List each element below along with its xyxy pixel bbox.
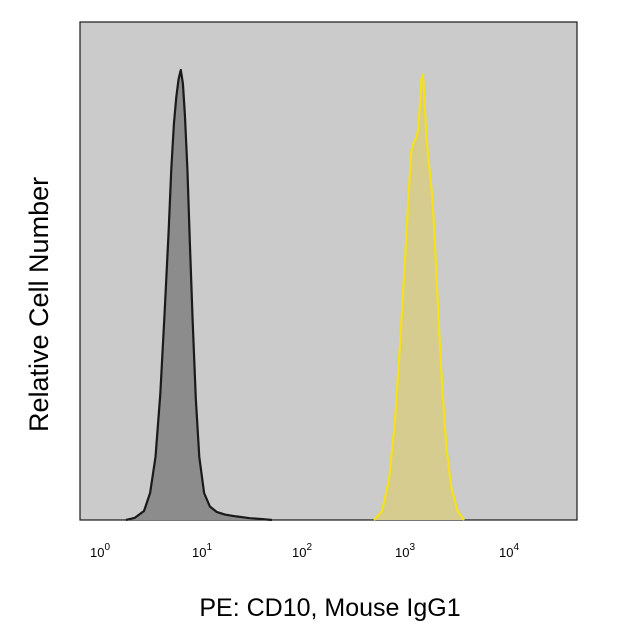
x-axis-label: PE: CD10, Mouse IgG1 — [199, 594, 461, 622]
x-tick-label: 103 — [395, 542, 415, 560]
x-tick-label: 102 — [292, 542, 312, 560]
x-tick-label: 104 — [499, 542, 519, 560]
histogram-line-1 — [373, 73, 465, 521]
x-tick-layer: 100 101 102 103 104 — [90, 542, 519, 560]
plot-area — [79, 21, 578, 521]
series-layer — [125, 68, 465, 522]
histogram-fill-0 — [126, 70, 272, 520]
x-tick-label: 100 — [90, 542, 110, 560]
histogram-line-0 — [125, 68, 273, 522]
x-tick-label: 101 — [192, 542, 212, 560]
